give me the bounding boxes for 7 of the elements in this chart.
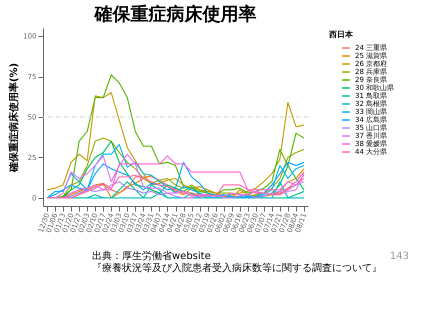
- legend-title: 西日本: [328, 30, 354, 39]
- text: 143: [390, 251, 409, 263]
- chart-title: 確保重症病床使用率: [94, 4, 256, 25]
- text: 『療養状況等及び入院患者受入病床数等に関する調査について』: [92, 263, 382, 275]
- source-note: 出典：厚生労働省website: [92, 251, 212, 262]
- y-axis-title: 確保重症病床使用率(%): [8, 62, 20, 174]
- line-series: [46, 92, 305, 197]
